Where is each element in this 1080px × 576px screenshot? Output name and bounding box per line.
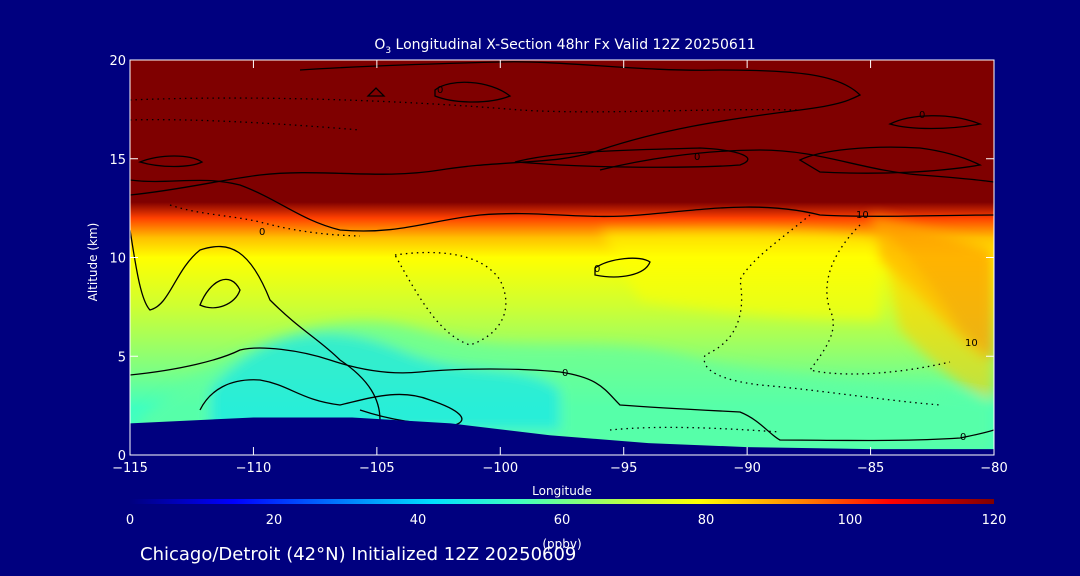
y-tick-label: 0 <box>118 449 126 464</box>
contour-label: 0 <box>562 368 568 379</box>
contour-label: 0 <box>694 152 700 163</box>
contour-label: 0 <box>960 432 966 443</box>
chart-title: O3 Longitudinal X-Section 48hr Fx Valid … <box>374 37 755 56</box>
contour-label: 0 <box>594 264 600 275</box>
upper-contour <box>130 61 862 196</box>
left-contour <box>130 229 381 421</box>
surface-layer <box>130 417 994 455</box>
x-tick-label: −105 <box>359 461 395 476</box>
colorbar-tick-label: 60 <box>554 513 571 528</box>
contour-label: 10 <box>856 210 869 221</box>
y-tick-label: 10 <box>109 252 126 267</box>
colorbar-tick-label: 80 <box>698 513 715 528</box>
dotted-contours <box>130 97 951 433</box>
colorbar-tick-label: 0 <box>126 513 134 528</box>
lower-contour <box>130 347 994 442</box>
y-axis-label: Altitude (km) <box>86 223 100 302</box>
contour-label: 0 <box>437 85 443 96</box>
colorbar-tick-label: 40 <box>410 513 427 528</box>
contour-label-group: 0 0 0 0 0 0 10 10 0 <box>259 85 978 443</box>
colorbar <box>130 499 994 504</box>
colorbar-tick-label: 20 <box>266 513 283 528</box>
x-tick-label: −90 <box>733 461 760 476</box>
y-tick-label: 20 <box>109 54 126 69</box>
tropopause-contour <box>130 179 994 232</box>
colorbar-tick-label: 100 <box>838 513 863 528</box>
y-tick-label: 15 <box>109 153 126 168</box>
x-axis-ticks: −115 −110 −105 −100 −95 −90 −85 −80 <box>112 60 1008 476</box>
x-tick-label: −110 <box>236 461 272 476</box>
closed-contour-1 <box>434 81 512 103</box>
contour-label: 0 <box>259 227 265 238</box>
contour-label: 10 <box>965 338 978 349</box>
colorbar-label: (ppbv) <box>542 537 581 551</box>
x-tick-label: −85 <box>857 461 884 476</box>
x-tick-label: −100 <box>482 461 518 476</box>
closed-contour-3 <box>138 155 204 168</box>
x-tick-label: −80 <box>980 461 1007 476</box>
colorbar-ticks: 0 20 40 60 80 100 120 <box>126 513 1007 528</box>
y-axis-ticks: 0 5 10 15 20 <box>109 54 994 464</box>
caption: Chicago/Detroit (42°N) Initialized 12Z 2… <box>140 544 576 565</box>
contour-label: 0 <box>919 110 925 121</box>
colorbar-tick-label: 120 <box>982 513 1007 528</box>
contour-lines <box>130 61 994 442</box>
ozone-field <box>130 60 994 455</box>
x-axis-label: Longitude <box>532 484 592 498</box>
x-tick-label: −95 <box>610 461 637 476</box>
y-tick-label: 5 <box>118 350 126 365</box>
x-tick-label: −115 <box>112 461 148 476</box>
closed-contour-2 <box>366 87 386 97</box>
